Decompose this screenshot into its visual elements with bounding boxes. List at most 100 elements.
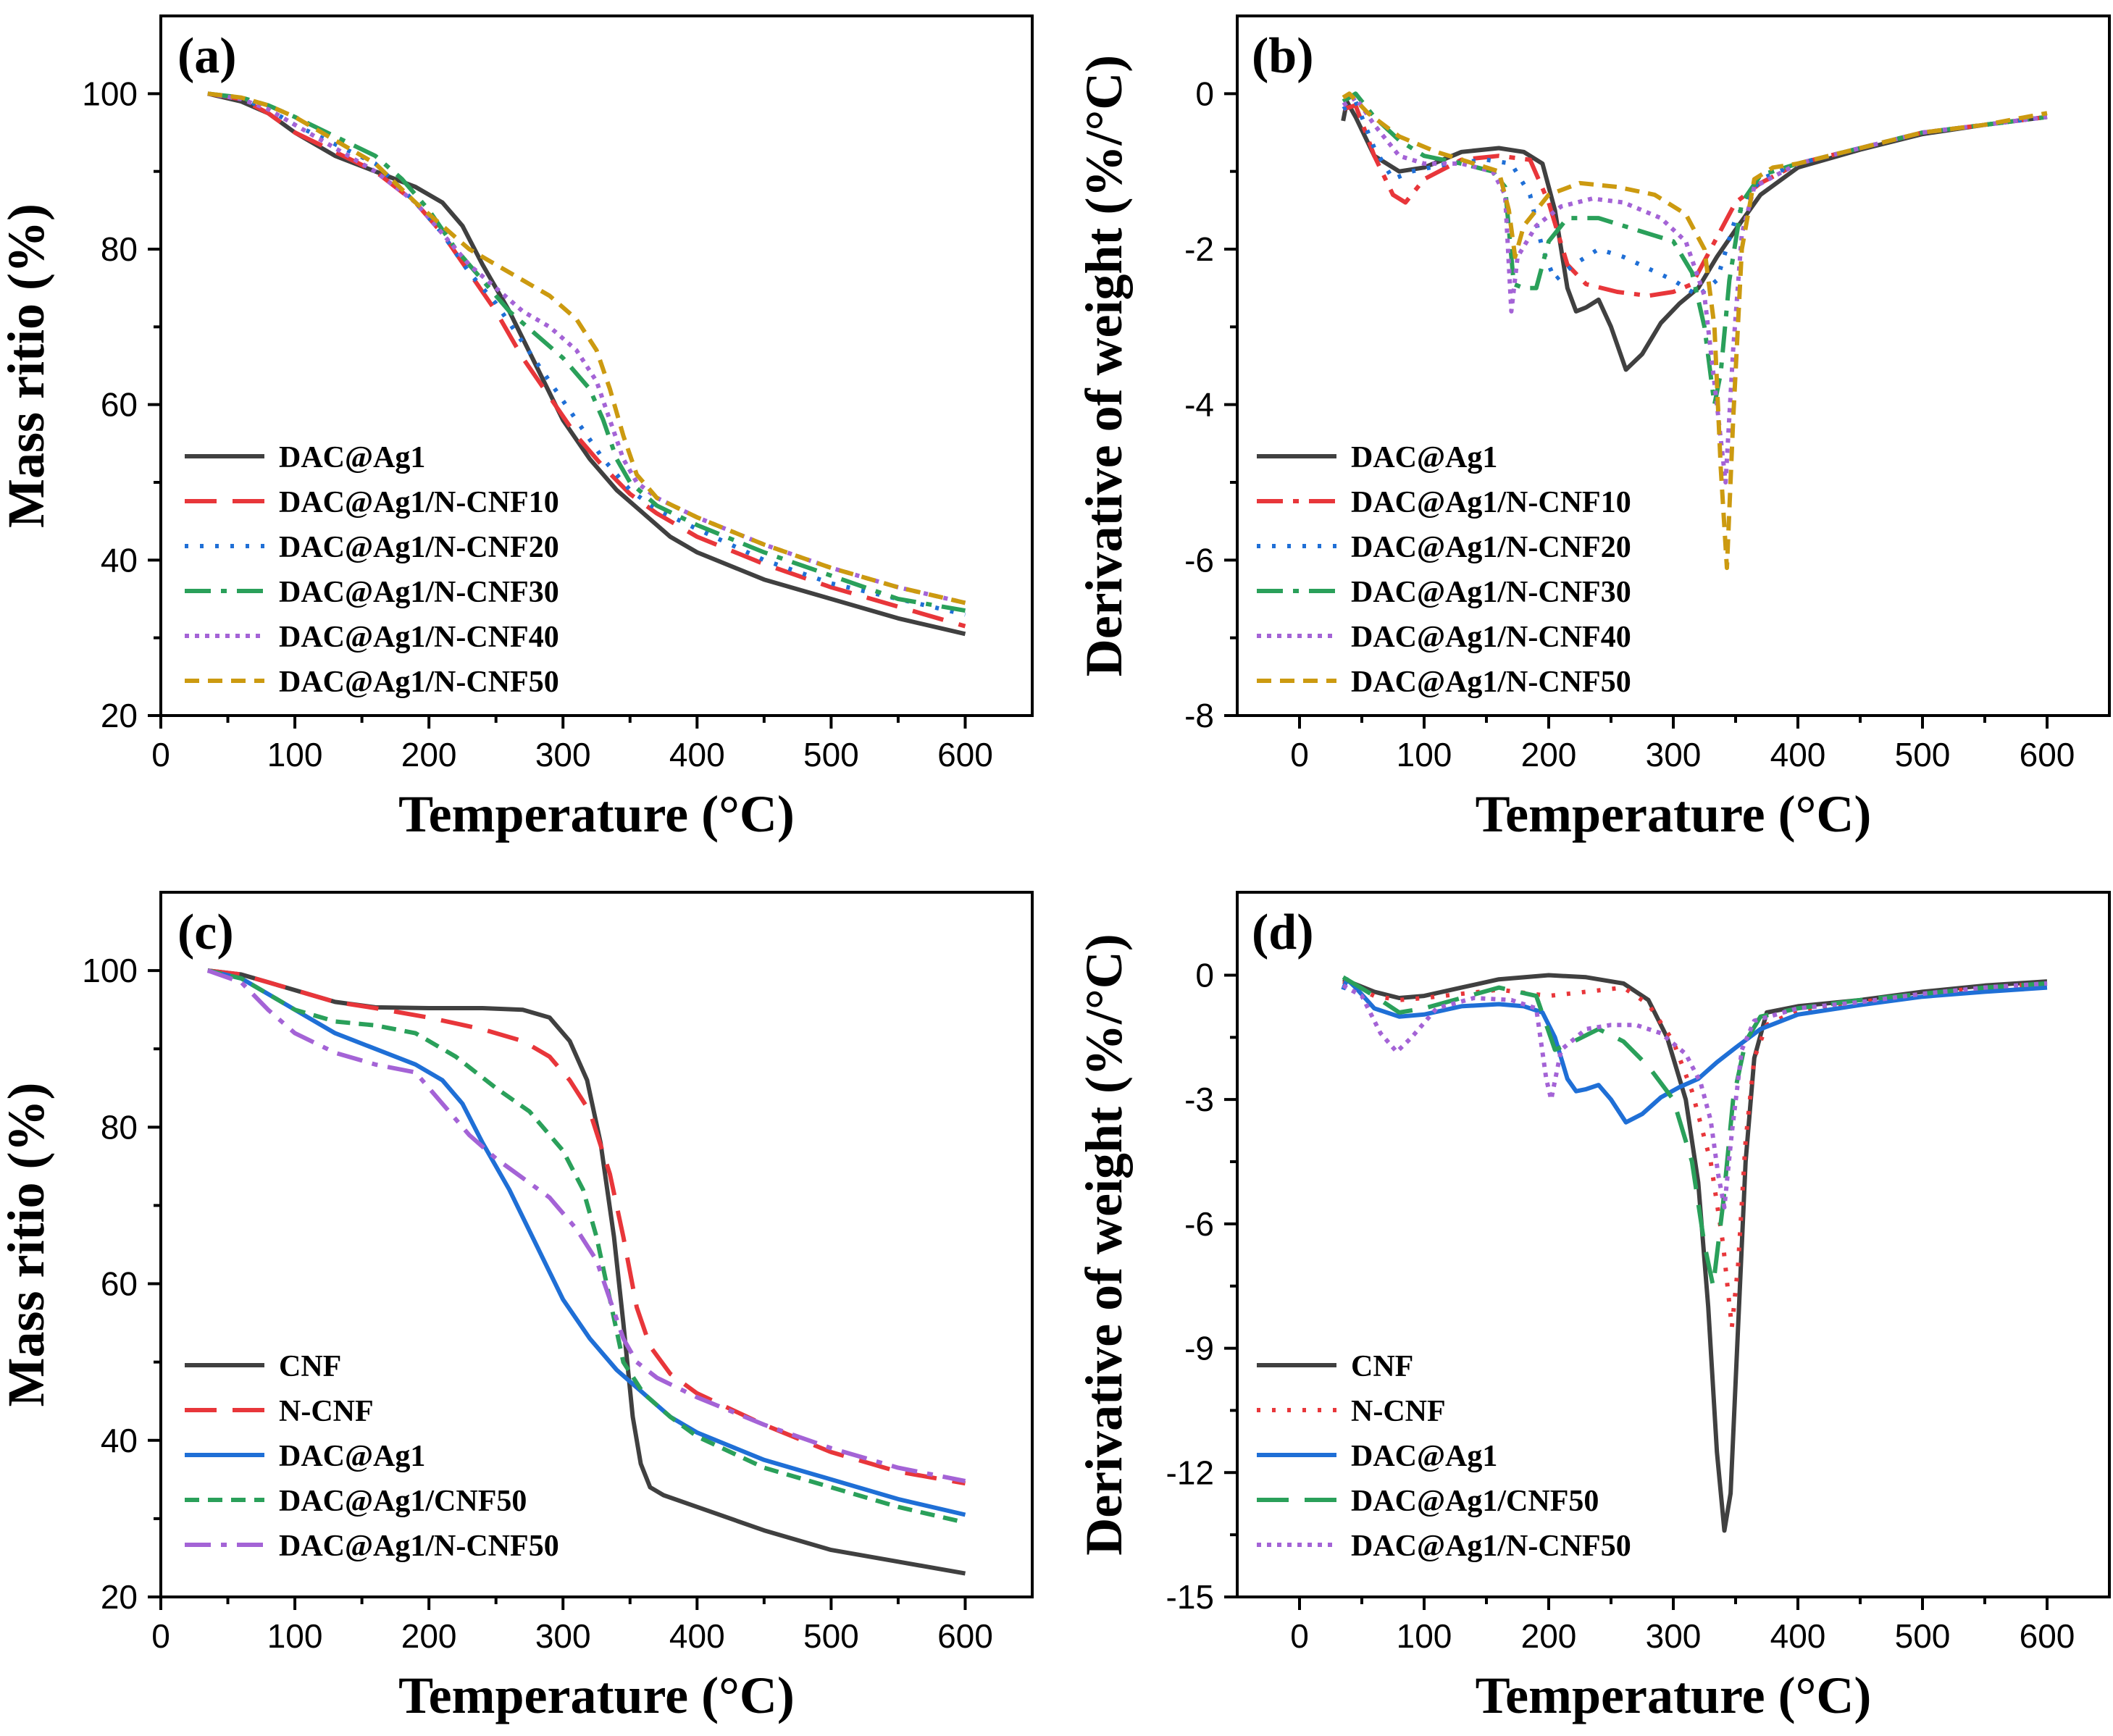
y-axis-title: Derivative of weight (%/°C) (1075, 934, 1133, 1556)
x-tick-label: 500 (1895, 1617, 1951, 1655)
panel-label: (b) (1252, 28, 1314, 84)
x-tick-label: 300 (535, 1617, 591, 1655)
x-tick-label: 0 (151, 1617, 170, 1655)
y-tick-label: -6 (1184, 1205, 1214, 1243)
legend-label: DAC@Ag1/CNF50 (279, 1485, 527, 1518)
legend-label: DAC@Ag1/N-CNF40 (1351, 621, 1631, 654)
panel-d: 0 100 200 300 400 500 600 -15 -12 -9 -6 -3 0 Temperat… (1075, 891, 2111, 1724)
y-tick-label: -6 (1184, 541, 1214, 579)
plot-frame (1236, 14, 2111, 717)
legend-label: CNF (1351, 1350, 1413, 1383)
y-axis-title: Mass ritio (%) (0, 1083, 55, 1407)
y-tick-label: -15 (1166, 1578, 1214, 1616)
y-tick-label: -3 (1184, 1081, 1214, 1118)
series-line-dac-ag1-n-cnf20 (207, 91, 966, 617)
x-tick-label: 0 (151, 736, 170, 773)
x-axis-title: Temperature (°C) (398, 785, 795, 843)
x-tick-label: 400 (1770, 1617, 1826, 1655)
y-tick-label: 100 (82, 75, 138, 112)
y-tick-label: 40 (101, 1422, 138, 1459)
y-axis-title: Derivative of weight (%/°C) (1075, 55, 1133, 677)
x-tick-label: 600 (937, 736, 993, 773)
y-tick-label: 80 (101, 1108, 138, 1146)
y-tick-label: 0 (1195, 75, 1214, 112)
x-tick-label: 200 (401, 1617, 457, 1655)
series-line-dac-ag1-n-cnf40 (207, 91, 966, 605)
legend-label: CNF (279, 1350, 341, 1383)
legend-label: DAC@Ag1/N-CNF20 (279, 531, 559, 564)
x-tick-label: 200 (401, 736, 457, 773)
plot-frame (159, 891, 1034, 1598)
x-tick-label: 600 (2020, 1617, 2075, 1655)
panel-label: (d) (1252, 905, 1314, 960)
legend-label: DAC@Ag1 (279, 441, 425, 474)
y-tick-label: 60 (101, 1265, 138, 1303)
x-tick-label: 100 (267, 1617, 323, 1655)
x-tick-label: 400 (669, 1617, 725, 1655)
x-tick-label: 100 (1397, 736, 1452, 773)
series-line-cnf (207, 968, 966, 1576)
plot-frame (159, 14, 1034, 717)
x-axis-title: Temperature (°C) (1476, 1666, 1872, 1724)
legend-label: DAC@Ag1/N-CNF20 (1351, 531, 1631, 564)
legend-label: DAC@Ag1/N-CNF10 (279, 486, 559, 519)
legend-label: DAC@Ag1/N-CNF30 (1351, 576, 1631, 609)
legend: DAC@Ag1 DAC@Ag1/N-CNF10 DAC@Ag1/N-CNF20 DAC… (1257, 441, 1631, 699)
legend-label: DAC@Ag1/N-CNF50 (1351, 666, 1631, 699)
x-tick-label: 500 (803, 1617, 859, 1655)
legend-label: DAC@Ag1/N-CNF50 (279, 666, 559, 699)
legend-label: DAC@Ag1/CNF50 (1351, 1485, 1599, 1518)
series-line-dac-ag1-n-cnf50 (206, 968, 966, 1483)
x-tick-label: 0 (1290, 1617, 1309, 1655)
series-line-dac-ag1-cnf50 (1342, 975, 2048, 1288)
series-group (207, 91, 966, 637)
x-tick-label: 400 (1770, 736, 1826, 773)
y-tick-label: -2 (1184, 230, 1214, 268)
series-line-dac-ag1-n-cnf30 (1342, 91, 2048, 407)
series-line-dac-ag1-n-cnf50 (207, 91, 966, 605)
x-tick-label: 600 (2020, 736, 2075, 773)
series-group (206, 968, 966, 1576)
x-axis-title: Temperature (°C) (1476, 785, 1872, 843)
series-line-dac-ag1-n-cnf30 (207, 91, 966, 613)
panel-label: (a) (177, 28, 237, 84)
y-tick-label: 80 (101, 230, 138, 268)
legend-label: DAC@Ag1/N-CNF50 (1351, 1530, 1631, 1563)
x-tick-label: 100 (267, 736, 323, 773)
series-line-dac-ag1-n-cnf50 (1342, 981, 2048, 1209)
legend-label: DAC@Ag1/N-CNF40 (279, 621, 559, 654)
x-tick-label: 400 (669, 736, 725, 773)
y-tick-label: 60 (101, 386, 138, 424)
legend-label: DAC@Ag1/N-CNF10 (1351, 486, 1631, 519)
x-tick-label: 200 (1521, 736, 1577, 773)
series-line-dac-ag1-n-cnf10 (207, 91, 966, 629)
series-group (1341, 91, 2048, 571)
x-axis-title: Temperature (°C) (398, 1666, 795, 1724)
y-tick-label: 40 (101, 541, 138, 579)
series-line-dac-ag1-n-cnf10 (1342, 103, 2048, 298)
legend-label: DAC@Ag1 (279, 1440, 425, 1473)
panel-label: (c) (177, 905, 234, 960)
series-line-dac-ag1 (1341, 977, 2048, 1125)
x-tick-label: 300 (1646, 736, 1702, 773)
legend-label: DAC@Ag1/N-CNF30 (279, 576, 559, 609)
y-tick-label: 20 (101, 1578, 138, 1616)
x-tick-label: 300 (535, 736, 591, 773)
y-tick-label: 0 (1195, 956, 1214, 994)
legend: CNF N-CNF DAC@Ag1 DAC@Ag1/CNF50 DAC@Ag1/N-CN… (1257, 1350, 1631, 1563)
x-tick-label: 500 (1895, 736, 1951, 773)
panel-b: 0 100 200 300 400 500 600 -8 -6 -4 -2 0 Temperature … (1075, 14, 2111, 843)
y-tick-label: 20 (101, 697, 138, 734)
x-tick-label: 100 (1397, 1617, 1452, 1655)
series-line-dac-ag1 (1341, 99, 2048, 372)
legend-label: N-CNF (1351, 1395, 1446, 1428)
y-tick-label: -4 (1184, 386, 1214, 424)
y-tick-label: -12 (1166, 1454, 1214, 1491)
legend-label: N-CNF (279, 1395, 374, 1428)
y-tick-label: -9 (1184, 1330, 1214, 1367)
series-line-dac-ag1 (207, 968, 966, 1517)
legend-label: DAC@Ag1/N-CNF50 (279, 1530, 559, 1563)
panel-a: 0 100 200 300 400 500 600 20 40 60 80 100 Temperatur… (0, 14, 1034, 843)
series-line-dac-ag1-n-cnf50 (1342, 91, 2048, 571)
